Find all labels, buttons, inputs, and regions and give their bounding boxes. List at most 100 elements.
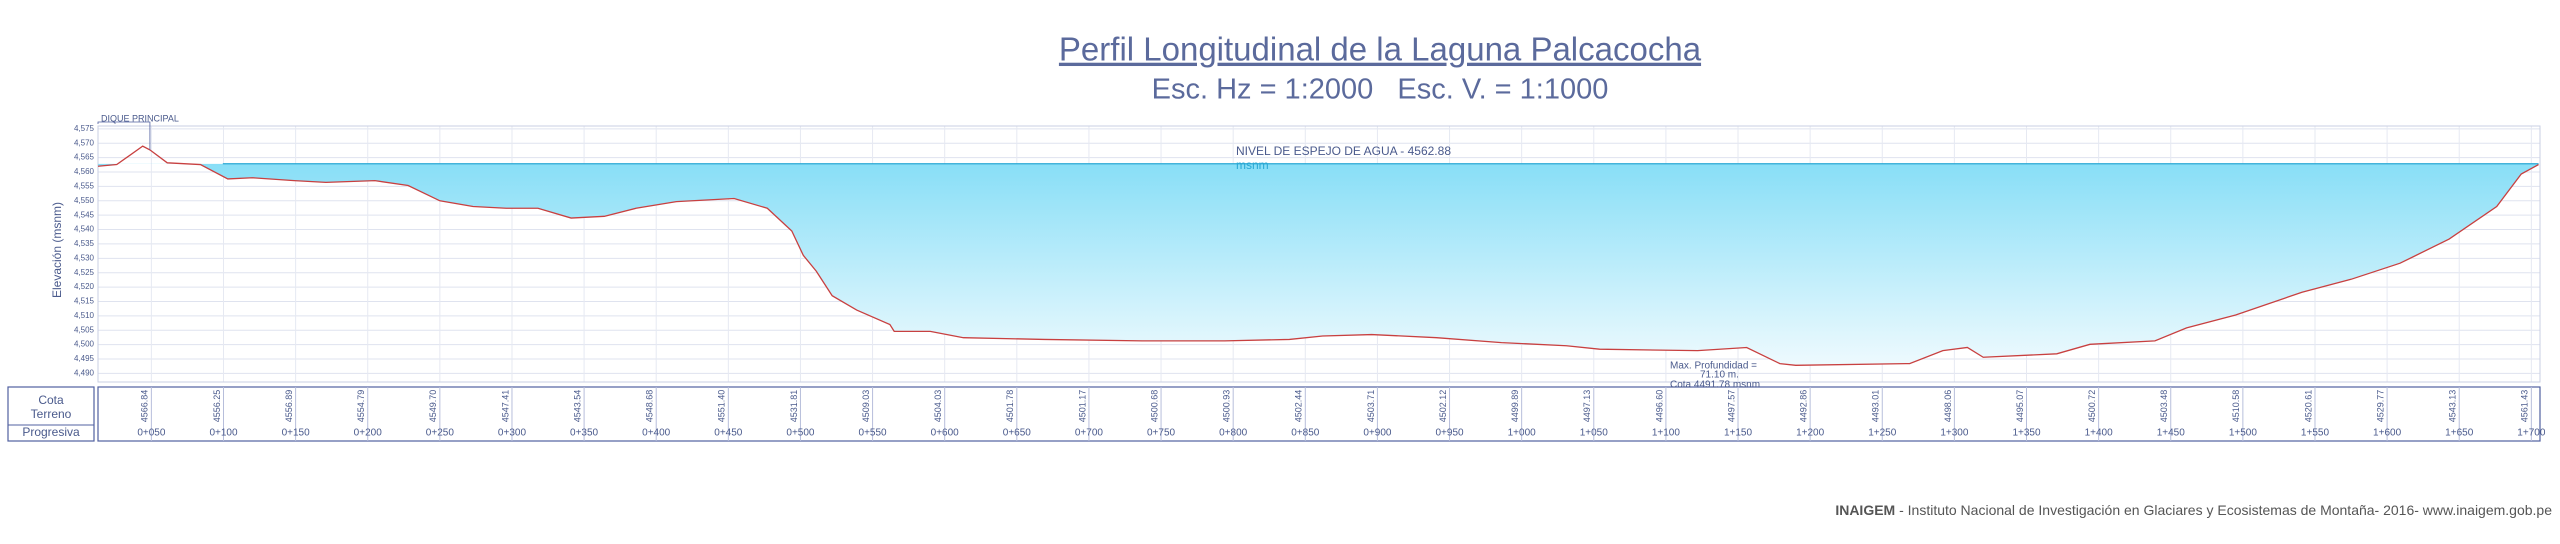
cota-label: 4554.79 xyxy=(356,390,366,423)
cota-label: 4500.68 xyxy=(1149,390,1159,423)
cota-label: 4503.71 xyxy=(1366,390,1376,423)
x-tick-label: 0+800 xyxy=(1219,428,1248,439)
cota-label: 4509.03 xyxy=(861,390,871,423)
x-tick-label: 1+100 xyxy=(1652,428,1681,439)
table-label: Cota xyxy=(38,393,64,407)
x-tick-label: 0+450 xyxy=(714,428,743,439)
x-tick-label: 0+300 xyxy=(498,428,527,439)
x-tick-label: 1+350 xyxy=(2012,428,2041,439)
y-tick-label: 4,525 xyxy=(74,268,95,277)
table-label-box xyxy=(7,386,95,442)
y-tick-label: 4,515 xyxy=(74,297,95,306)
cota-label: 4500.93 xyxy=(1222,390,1232,423)
x-tick-label: 0+400 xyxy=(642,428,671,439)
x-tick-label: 0+150 xyxy=(282,428,311,439)
cota-label: 4510.58 xyxy=(2231,390,2241,423)
x-tick-label: 1+500 xyxy=(2229,428,2258,439)
plot-frame xyxy=(97,125,2541,383)
cota-label: 4502.44 xyxy=(1294,390,1304,423)
annotation-leader xyxy=(97,121,151,150)
x-tick-label: 1+650 xyxy=(2445,428,2474,439)
y-tick-label: 4,530 xyxy=(74,253,95,262)
x-tick-label: 1+450 xyxy=(2157,428,2186,439)
x-tick-label: 1+000 xyxy=(1508,428,1537,439)
y-tick-label: 4,550 xyxy=(74,196,95,205)
cota-label: 4551.40 xyxy=(717,390,727,423)
footer-org: INAIGEM xyxy=(1835,502,1895,518)
y-tick-label: 4,545 xyxy=(74,210,95,219)
annotation: NIVEL DE ESPEJO DE AGUA - 4562.88 xyxy=(1236,144,1451,158)
y-tick-label: 4,565 xyxy=(74,153,95,162)
y-tick-label: 4,505 xyxy=(74,325,95,334)
y-tick-label: 4,520 xyxy=(74,282,95,291)
x-tick-label: 0+350 xyxy=(570,428,599,439)
cota-label: 4547.41 xyxy=(500,390,510,423)
cota-label: 4498.06 xyxy=(1943,390,1953,423)
y-tick-label: 4,575 xyxy=(74,124,95,133)
cota-label: 4543.54 xyxy=(572,390,582,423)
cota-label: 4495.07 xyxy=(2015,390,2025,423)
cota-label: 4504.03 xyxy=(933,390,943,423)
annotation: msnm xyxy=(1236,158,1269,172)
y-tick-label: 4,510 xyxy=(74,311,95,320)
table-label: Progresiva xyxy=(22,425,80,439)
y-tick-label: 4,555 xyxy=(74,182,95,191)
cota-label: 4566.84 xyxy=(140,390,150,423)
footer-text: - Instituto Nacional de Investigación en… xyxy=(1895,502,2552,518)
cota-label: 4561.43 xyxy=(2520,390,2530,423)
annotation: 71.10 m. xyxy=(1700,370,1739,381)
annotation: DIQUE PRINCIPAL xyxy=(101,113,179,123)
x-tick-label: 0+500 xyxy=(786,428,815,439)
x-tick-label: 0+200 xyxy=(354,428,383,439)
cota-label: 4529.77 xyxy=(2375,390,2385,423)
cota-label: 4502.12 xyxy=(1438,390,1448,423)
x-tick-label: 0+050 xyxy=(137,428,166,439)
x-tick-label: 0+550 xyxy=(859,428,888,439)
x-tick-label: 0+600 xyxy=(931,428,960,439)
annotation: Max. Profundidad = xyxy=(1670,361,1757,372)
cota-label: 4496.60 xyxy=(1654,390,1664,423)
table-label: Terreno xyxy=(31,407,72,421)
cota-label: 4497.13 xyxy=(1582,390,1592,423)
x-tick-label: 0+750 xyxy=(1147,428,1176,439)
x-tick-label: 1+700 xyxy=(2517,428,2546,439)
x-tick-label: 1+200 xyxy=(1796,428,1825,439)
y-tick-label: 4,560 xyxy=(74,167,95,176)
x-tick-label: 0+100 xyxy=(209,428,238,439)
cota-label: 4548.68 xyxy=(645,390,655,423)
x-tick-label: 1+150 xyxy=(1724,428,1753,439)
cota-label: 4492.86 xyxy=(1799,390,1809,423)
x-tick-label: 1+600 xyxy=(2373,428,2402,439)
y-tick-label: 4,570 xyxy=(74,138,95,147)
terrain-line xyxy=(97,145,2539,366)
cota-label: 4531.81 xyxy=(789,390,799,423)
x-tick-label: 1+300 xyxy=(1940,428,1969,439)
cota-label: 4493.01 xyxy=(1871,390,1881,423)
cota-label: 4556.89 xyxy=(284,390,294,423)
footer: INAIGEM - Instituto Nacional de Investig… xyxy=(1835,502,2552,518)
y-tick-label: 4,540 xyxy=(74,225,95,234)
y-tick-label: 4,490 xyxy=(74,368,95,377)
x-tick-label: 0+650 xyxy=(1003,428,1032,439)
cota-label: 4500.72 xyxy=(2087,390,2097,423)
x-tick-label: 0+250 xyxy=(426,428,455,439)
cota-label: 4543.13 xyxy=(2448,390,2458,423)
cota-label: 4501.17 xyxy=(1077,390,1087,423)
cota-label: 4549.70 xyxy=(428,390,438,423)
y-tick-label: 4,535 xyxy=(74,239,95,248)
y-tick-label: 4,495 xyxy=(74,354,95,363)
x-tick-label: 0+900 xyxy=(1363,428,1392,439)
cota-label: 4556.25 xyxy=(212,390,222,423)
y-tick-label: 4,500 xyxy=(74,340,95,349)
annotation: Cota 4491.78 msnm xyxy=(1670,380,1760,391)
water-area xyxy=(98,163,2539,366)
cota-label: 4501.78 xyxy=(1005,390,1015,423)
x-tick-label: 1+250 xyxy=(1868,428,1897,439)
cota-label: 4497.57 xyxy=(1726,390,1736,423)
cota-label: 4520.61 xyxy=(2303,390,2313,423)
x-tick-label: 1+050 xyxy=(1580,428,1609,439)
cota-label: 4499.89 xyxy=(1510,390,1520,423)
chart-subtitle: Esc. Hz = 1:2000 Esc. V. = 1:1000 xyxy=(1152,74,1609,106)
x-tick-label: 0+950 xyxy=(1435,428,1464,439)
